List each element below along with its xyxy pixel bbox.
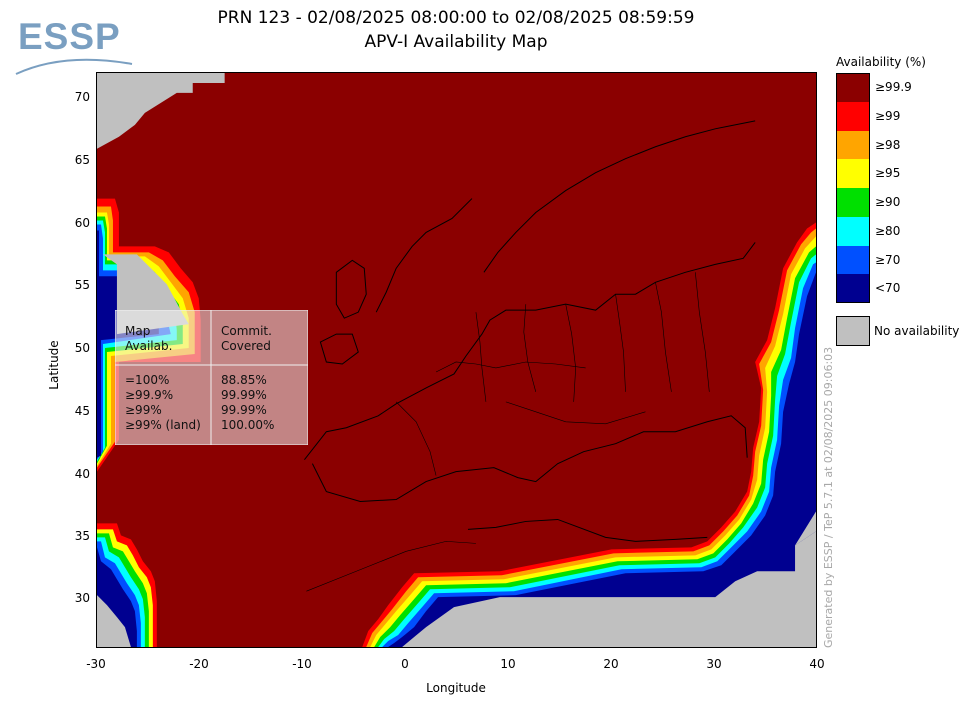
table-header-line: Map — [125, 324, 151, 338]
y-axis-label: Latitude — [47, 340, 61, 390]
table-header-map: Map Availab. — [125, 324, 210, 354]
legend-label: ≥70 — [875, 252, 901, 267]
no-availability-label: No availability — [874, 324, 960, 338]
y-tick-label: 40 — [74, 467, 90, 481]
y-tick-label: 55 — [74, 278, 90, 292]
legend-swatch — [836, 159, 870, 189]
coastlines — [304, 120, 756, 542]
map-title: PRN 123 - 02/08/2025 08:00:00 to 02/08/2… — [217, 8, 695, 28]
y-tick-label: 70 — [74, 90, 90, 104]
logo-swoosh — [15, 58, 133, 75]
y-tick-label: 45 — [74, 404, 90, 418]
y-tick-label: 50 — [74, 341, 90, 355]
west-edge-darkblue — [97, 230, 159, 458]
table-col-commit: 88.85% 99.99% 99.99% 100.00% — [221, 373, 306, 433]
legend-frame — [836, 73, 870, 303]
logo-text: ESSP — [18, 16, 121, 57]
no-availability-south — [402, 531, 816, 647]
y-tick-label: 30 — [74, 591, 90, 605]
y-tick-label: 35 — [74, 529, 90, 543]
x-tick-label: 10 — [500, 657, 516, 671]
table-cell: ≥99% (land) — [125, 418, 201, 432]
no-availability-northwest — [97, 73, 225, 149]
essp-logo: ESSP — [14, 14, 134, 80]
generated-credit: Generated by ESSP / TeP 5.7.1 at 02/08/2… — [822, 346, 835, 648]
table-cell: ≥99% — [125, 403, 162, 417]
table-cell: 99.99% — [221, 388, 267, 402]
no-availability-swatch — [836, 316, 870, 346]
table-cell: ≥99.9% — [125, 388, 174, 402]
x-tick-label: -20 — [189, 657, 209, 671]
legend-swatch — [836, 216, 870, 246]
x-tick-label: 40 — [809, 657, 825, 671]
legend-title: Availability (%) — [836, 55, 926, 69]
table-header-line: Covered — [221, 339, 271, 353]
country-borders — [306, 272, 710, 592]
legend-label: <70 — [875, 281, 901, 296]
map-subtitle: APV-I Availability Map — [364, 32, 548, 52]
legend-label: ≥90 — [875, 195, 901, 209]
table-header-line: Availab. — [125, 339, 173, 353]
x-tick-label: -30 — [86, 657, 106, 671]
x-axis-label: Longitude — [426, 681, 486, 695]
coverage-table — [115, 310, 308, 445]
table-cell: 100.00% — [221, 418, 275, 432]
no-availability-southwest — [97, 595, 131, 647]
y-tick-label: 60 — [74, 216, 90, 230]
table-cell: 99.99% — [221, 403, 267, 417]
legend-label: ≥99 — [875, 108, 901, 123]
table-cell: =100% — [125, 373, 170, 387]
legend-swatch — [836, 188, 870, 217]
legend-label: ≥99.9 — [875, 80, 912, 94]
table-cell: 88.85% — [221, 373, 267, 387]
legend-label: ≥98 — [875, 137, 901, 152]
legend-label: ≥80 — [875, 223, 901, 238]
x-tick-label: 20 — [603, 657, 619, 671]
x-tick-label: -10 — [292, 657, 312, 671]
table-header-line: Commit. — [221, 324, 272, 338]
legend-label: ≥95 — [875, 166, 901, 181]
table-header-commit: Commit. Covered — [221, 324, 306, 354]
table-col-map: =100% ≥99.9% ≥99% ≥99% (land) — [125, 373, 215, 433]
y-tick-label: 65 — [74, 153, 90, 167]
x-tick-label: 30 — [706, 657, 722, 671]
x-tick-label: 0 — [401, 657, 409, 671]
